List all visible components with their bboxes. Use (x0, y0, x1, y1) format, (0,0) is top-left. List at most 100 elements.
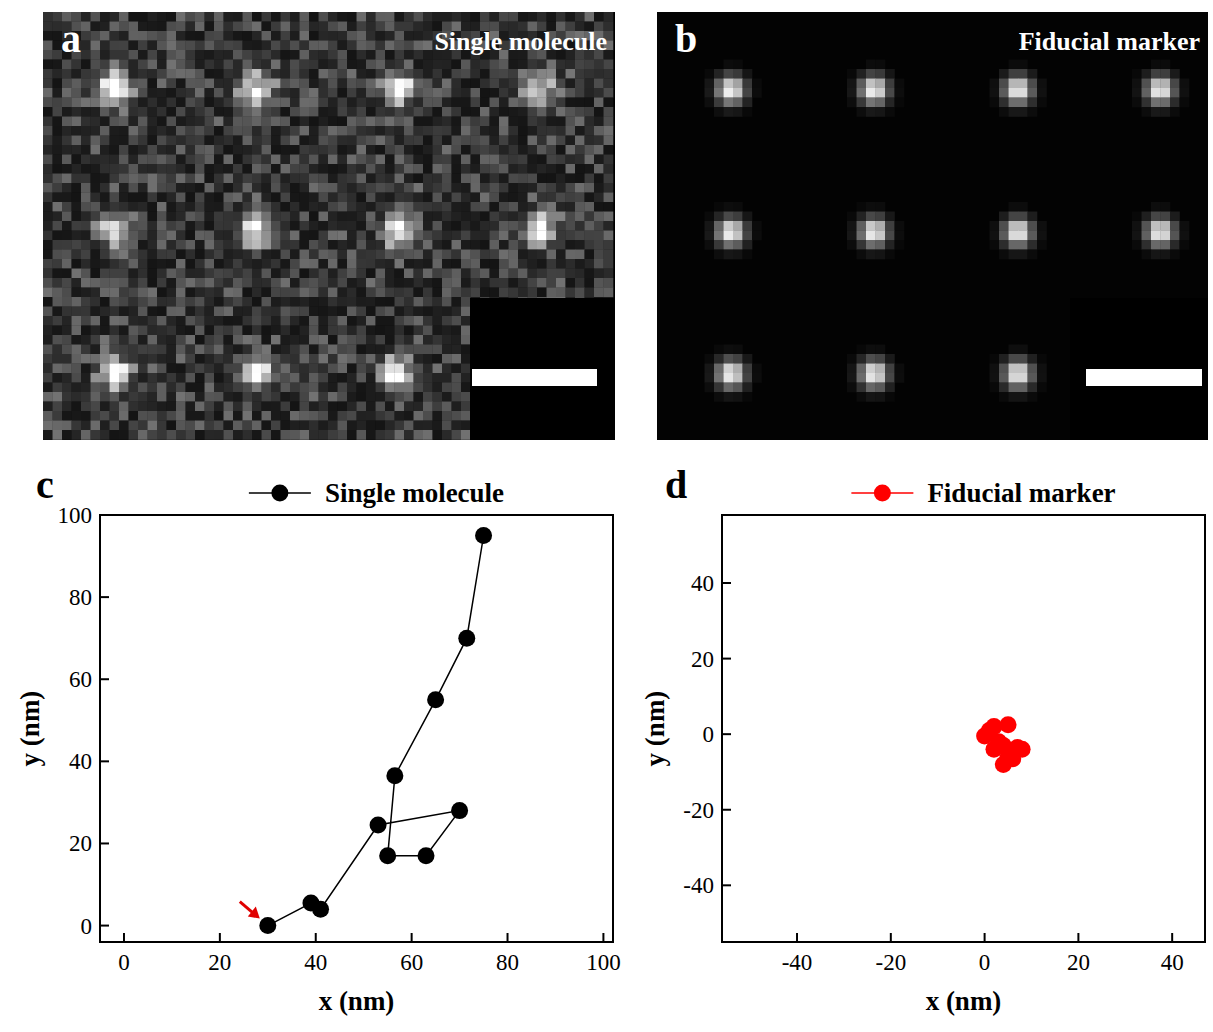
image-pixel (138, 12, 148, 22)
image-pixel (205, 297, 215, 307)
image-pixel (62, 297, 72, 307)
image-pixel (461, 117, 471, 127)
image-pixel (81, 164, 91, 174)
image-pixel (575, 126, 585, 136)
image-pixel (471, 240, 481, 250)
image-pixel (585, 221, 595, 231)
image-pixel (167, 60, 177, 70)
image-pixel (224, 79, 234, 89)
image-pixel (262, 41, 272, 51)
image-pixel (100, 221, 110, 231)
image-pixel (186, 326, 196, 336)
image-pixel (129, 79, 139, 89)
image-pixel (281, 98, 291, 108)
image-pixel (157, 183, 167, 193)
image-pixel (81, 136, 91, 146)
image-pixel (471, 117, 481, 127)
image-pixel (376, 269, 386, 279)
image-pixel (157, 60, 167, 70)
image-pixel (338, 193, 348, 203)
image-pixel (148, 288, 158, 298)
image-pixel (81, 126, 91, 136)
image-pixel (157, 22, 167, 32)
image-pixel (129, 231, 139, 241)
image-pixel (575, 98, 585, 108)
image-pixel (214, 212, 224, 222)
image-pixel (148, 12, 158, 22)
image-pixel (233, 183, 243, 193)
image-pixel (100, 41, 110, 51)
image-pixel (499, 98, 509, 108)
image-pixel (537, 231, 547, 241)
image-pixel (518, 145, 528, 155)
image-pixel (252, 221, 262, 231)
image-pixel (471, 145, 481, 155)
image-pixel (528, 240, 538, 250)
image-pixel (233, 212, 243, 222)
image-pixel (566, 202, 576, 212)
image-pixel (91, 12, 101, 22)
image-pixel (100, 79, 110, 89)
image-pixel (176, 155, 186, 165)
image-pixel (167, 79, 177, 89)
image-pixel (518, 240, 528, 250)
image-pixel (347, 22, 357, 32)
image-pixel (148, 88, 158, 98)
image-pixel (138, 107, 148, 117)
image-pixel (452, 231, 462, 241)
image-pixel (338, 50, 348, 60)
image-pixel (214, 155, 224, 165)
image-pixel (357, 155, 367, 165)
image-pixel (423, 117, 433, 127)
image-pixel (385, 145, 395, 155)
image-pixel (214, 288, 224, 298)
image-pixel (262, 288, 272, 298)
image-pixel (328, 88, 338, 98)
image-pixel (110, 12, 120, 22)
image-pixel (518, 212, 528, 222)
image-pixel (148, 326, 158, 336)
image-pixel (509, 107, 519, 117)
image-pixel (357, 297, 367, 307)
image-pixel (547, 250, 557, 260)
image-pixel (110, 231, 120, 241)
image-pixel (43, 145, 53, 155)
image-pixel (91, 278, 101, 288)
image-pixel (518, 250, 528, 260)
image-pixel (290, 278, 300, 288)
image-pixel (81, 41, 91, 51)
image-pixel (366, 117, 376, 127)
image-pixel (423, 316, 433, 326)
image-pixel (376, 50, 386, 60)
image-pixel (91, 231, 101, 241)
image-pixel (252, 250, 262, 260)
image-pixel (423, 22, 433, 32)
image-pixel (338, 136, 348, 146)
image-pixel (271, 193, 281, 203)
image-pixel (357, 145, 367, 155)
image-pixel (480, 136, 490, 146)
image-pixel (62, 145, 72, 155)
image-pixel (100, 250, 110, 260)
image-pixel (319, 221, 329, 231)
image-pixel (404, 98, 414, 108)
image-pixel (319, 126, 329, 136)
image-pixel (290, 297, 300, 307)
image-pixel (433, 297, 443, 307)
image-pixel (300, 240, 310, 250)
image-pixel (471, 212, 481, 222)
image-pixel (357, 307, 367, 317)
image-pixel (167, 297, 177, 307)
image-pixel (205, 22, 215, 32)
image-pixel (262, 307, 272, 317)
image-pixel (290, 221, 300, 231)
image-pixel (461, 240, 471, 250)
image-pixel (366, 307, 376, 317)
image-pixel (433, 136, 443, 146)
image-pixel (575, 145, 585, 155)
image-pixel (186, 240, 196, 250)
image-pixel (148, 98, 158, 108)
image-pixel (395, 155, 405, 165)
image-pixel (604, 202, 614, 212)
image-pixel (594, 183, 604, 193)
